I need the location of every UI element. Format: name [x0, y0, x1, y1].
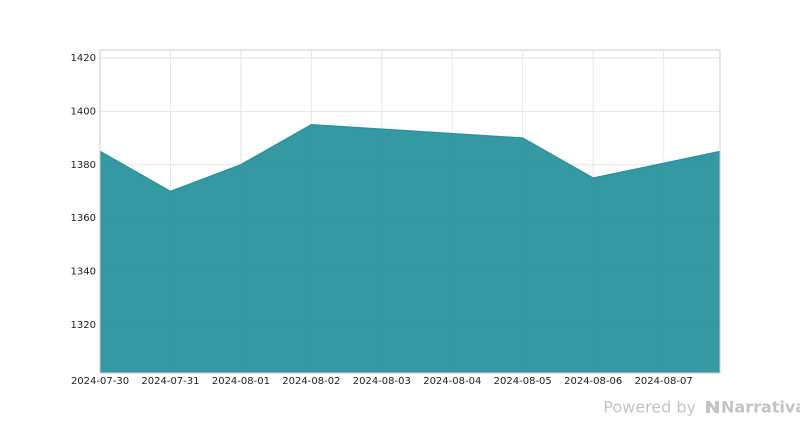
area-line: [99, 123, 721, 193]
x-tick-label: 2024-07-30: [71, 376, 129, 387]
footer-brand: Narrativa: [721, 398, 800, 417]
brand-logo: [706, 401, 719, 413]
area: [100, 124, 720, 373]
y-tick-label: 1340: [71, 267, 96, 278]
x-tick-label: 2024-08-02: [282, 376, 340, 387]
x-tick-label: 2024-08-07: [635, 376, 693, 387]
x-tick-label: 2024-08-01: [212, 376, 270, 387]
x-tick-label: 2024-08-04: [423, 376, 481, 387]
x-tick-label: 2024-07-31: [141, 376, 199, 387]
y-tick-label: 1320: [71, 320, 96, 331]
x-tick-label: 2024-08-06: [564, 376, 622, 387]
plot-frame: [99, 49, 721, 374]
y-tick-label: 1380: [71, 160, 96, 171]
footer-prefix: Powered by: [603, 398, 696, 417]
y-tick-label: 1360: [71, 213, 96, 224]
x-tick-label: 2024-08-05: [494, 376, 552, 387]
x-tick-label: 2024-08-03: [353, 376, 411, 387]
y-tick-label: 1420: [71, 53, 96, 64]
y-tick-label: 1400: [71, 106, 96, 117]
